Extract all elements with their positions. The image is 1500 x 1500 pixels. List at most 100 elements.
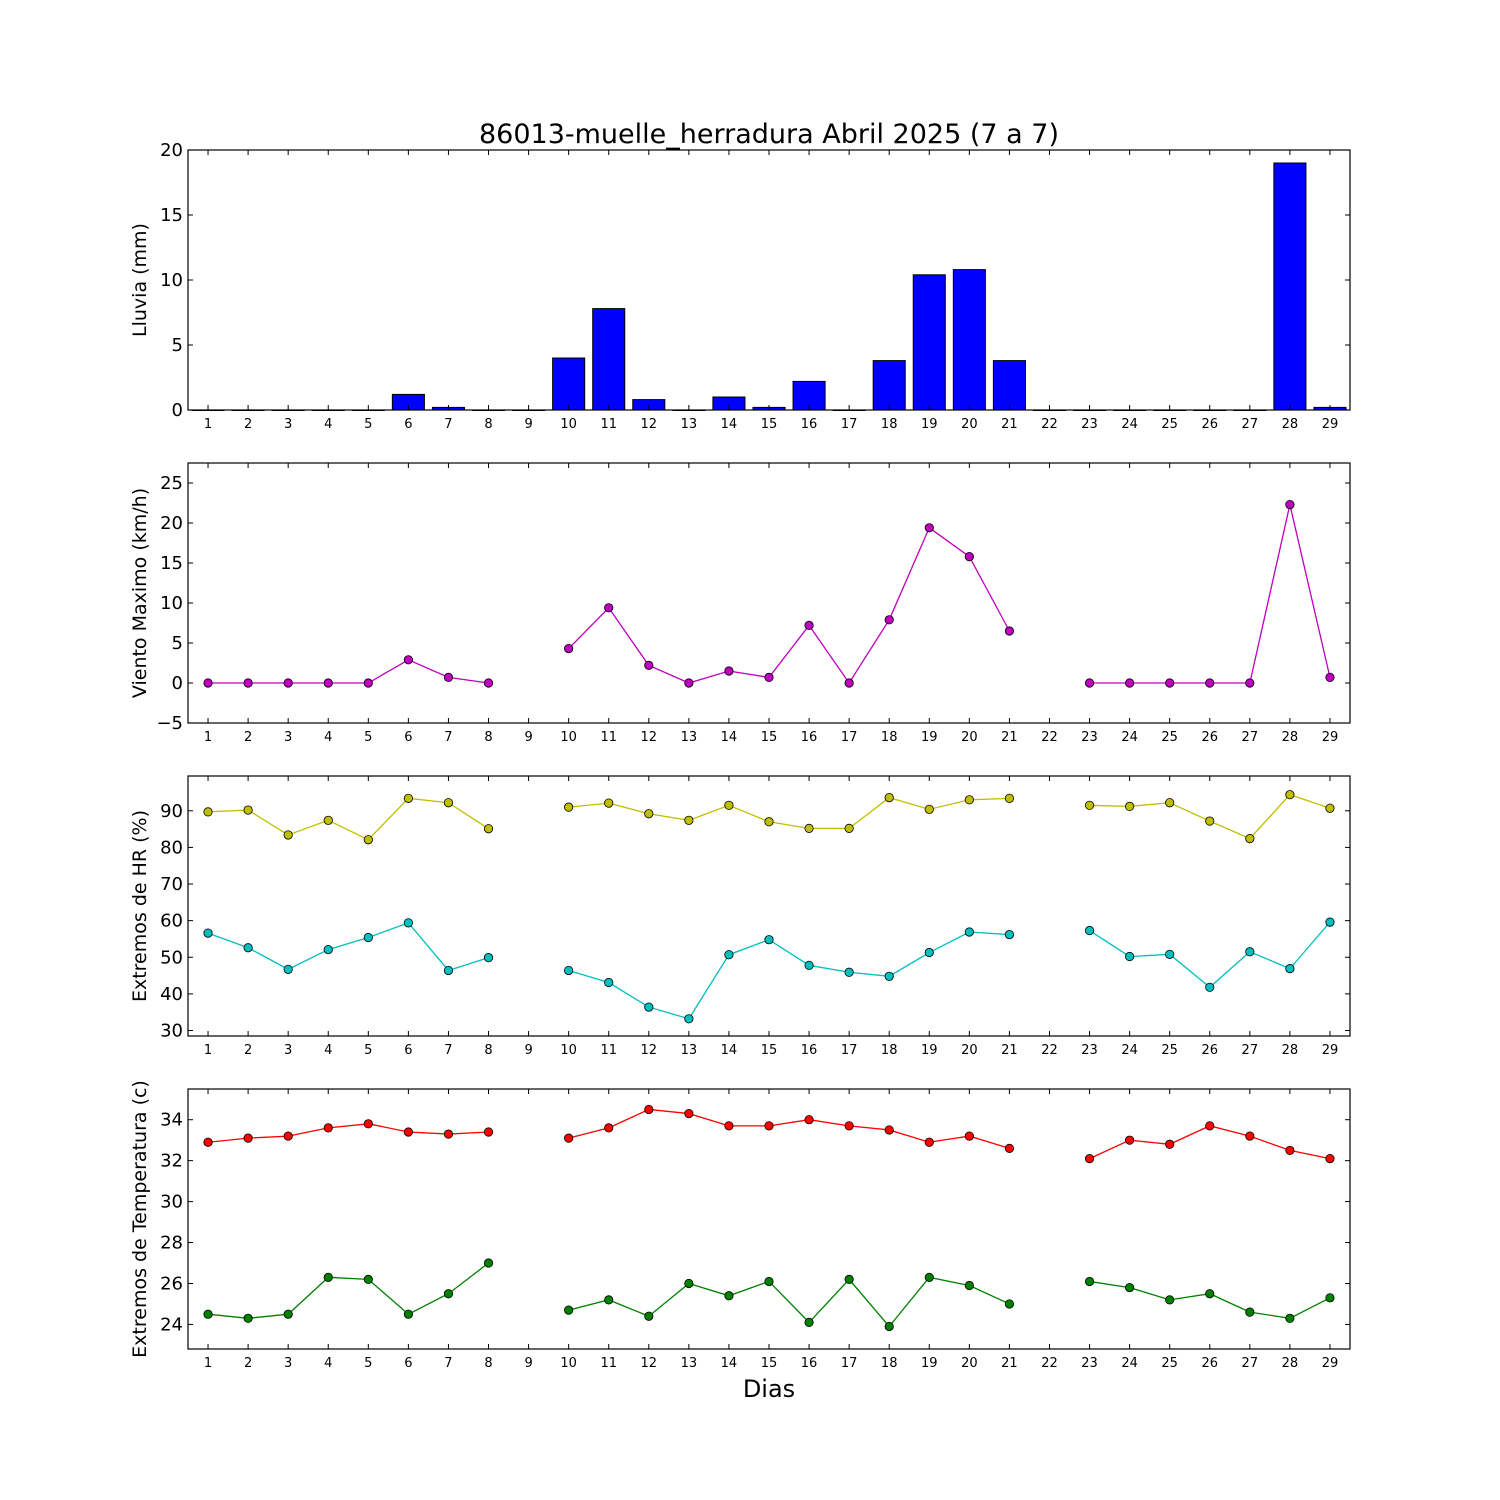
series-1-point-day-23: [1084, 1154, 1095, 1164]
series-1-point-day-21: [1004, 793, 1015, 803]
bar-day-21: [992, 360, 1026, 411]
x-tick-label: 19: [921, 1356, 938, 1371]
x-tick-label: 25: [1161, 1043, 1178, 1058]
series-2-point-day-10: [564, 1305, 574, 1315]
bar-day-10: [552, 357, 586, 411]
y-tick-label: 80: [160, 837, 183, 858]
y-tick-label: 5: [172, 633, 183, 654]
bar-day-19: [912, 274, 946, 411]
x-tick-label: 17: [841, 730, 858, 745]
x-tick-label: 27: [1242, 417, 1259, 432]
series-1-point-day-18: [884, 793, 894, 803]
series-2-point-day-10: [564, 965, 574, 976]
series-1-point-day-24: [1125, 678, 1135, 688]
x-tick-label: 27: [1242, 1356, 1259, 1371]
series-1-point-day-20: [964, 551, 974, 562]
x-tick-label: 13: [681, 417, 698, 432]
y-tick-label: 0: [172, 400, 183, 421]
x-tick-label: 3: [284, 730, 292, 745]
x-tick-label: 9: [524, 1356, 532, 1371]
y-axis-label: Extremos de Temperatura (c): [129, 1080, 151, 1358]
series-2-point-day-5: [363, 932, 373, 943]
x-tick-label: 4: [324, 417, 332, 432]
series-1-point-day-6: [403, 655, 413, 665]
series-2-point-day-4: [323, 944, 333, 955]
series-1-point-day-19: [924, 523, 934, 533]
series-1-point-day-20: [964, 795, 974, 805]
series-2-line-segment-2: [568, 1276, 1010, 1328]
x-tick-label: 15: [761, 1356, 778, 1371]
series-1-point-day-27: [1245, 1131, 1255, 1141]
series-2-point-day-15: [764, 935, 774, 945]
series-2-point-day-28: [1285, 1313, 1295, 1323]
series-1-point-day-21: [1004, 1143, 1015, 1153]
x-tick-label: 9: [524, 730, 532, 745]
y-tick-label: 90: [160, 801, 183, 822]
x-tick-label: 1: [204, 730, 212, 745]
series-1-point-day-14: [724, 666, 734, 676]
y-tick-label: 50: [160, 947, 183, 968]
series-1-point-day-3: [283, 1131, 293, 1141]
x-tick-label: 24: [1121, 1043, 1138, 1058]
series-1-point-day-25: [1165, 678, 1175, 688]
series-1-point-day-8: [483, 824, 494, 834]
series-2-point-day-6: [403, 918, 413, 928]
series-1-point-day-7: [443, 672, 454, 683]
series-2-point-day-11: [604, 977, 614, 988]
x-tick-label: 6: [404, 1356, 412, 1371]
series-1-point-day-5: [363, 1119, 373, 1129]
series-1-point-day-3: [283, 678, 293, 688]
series-1-point-day-25: [1165, 1139, 1175, 1149]
x-tick-label: 5: [364, 1043, 372, 1058]
x-tick-label: 25: [1161, 730, 1178, 745]
series-1-line-segment-1: [208, 659, 489, 684]
x-tick-label: 15: [761, 730, 778, 745]
x-tick-label: 24: [1121, 1356, 1138, 1371]
x-tick-label: 18: [881, 417, 898, 432]
series-1-point-day-23: [1084, 800, 1095, 810]
series-1-point-day-20: [964, 1131, 974, 1141]
x-tick-label: 4: [324, 1356, 332, 1371]
x-tick-label: 28: [1282, 1043, 1299, 1058]
x-tick-label: 9: [524, 1043, 532, 1058]
x-tick-label: 16: [801, 1356, 818, 1371]
series-1-point-day-16: [804, 1115, 814, 1125]
series-1-point-day-1: [203, 807, 213, 817]
x-tick-label: 7: [444, 730, 452, 745]
series-2-point-day-14: [724, 1291, 734, 1301]
series-1-point-day-12: [644, 809, 654, 819]
series-1-line-segment-1: [207, 1123, 489, 1143]
x-tick-label: 26: [1201, 417, 1218, 432]
series-2-point-day-19: [924, 1272, 934, 1282]
series-1-point-day-27: [1245, 834, 1255, 844]
series-2-point-day-17: [844, 967, 854, 977]
x-tick-label: 17: [841, 417, 858, 432]
x-tick-label: 29: [1322, 1043, 1339, 1058]
series-1-point-day-19: [924, 1137, 934, 1147]
series-2-point-day-18: [884, 1321, 894, 1332]
y-tick-label: 40: [160, 984, 183, 1005]
series-1-point-day-12: [644, 1104, 654, 1115]
series-1-line-segment-2: [568, 1108, 1010, 1149]
x-tick-label: 7: [444, 1356, 452, 1371]
series-2-point-day-13: [684, 1014, 694, 1024]
series-1-point-day-26: [1205, 1121, 1215, 1131]
series-2-point-day-20: [964, 927, 974, 937]
y-tick-label: −5: [156, 713, 183, 734]
x-tick-label: 10: [560, 1043, 577, 1058]
y-tick-label: 70: [160, 874, 183, 895]
series-1-point-day-10: [564, 643, 574, 654]
series-2-point-day-25: [1165, 949, 1175, 959]
series-1-point-day-10: [564, 1133, 574, 1143]
series-2-point-day-29: [1325, 1293, 1335, 1303]
series-2-point-day-19: [924, 947, 934, 958]
series-2-point-day-16: [804, 960, 814, 970]
x-tick-label: 28: [1282, 730, 1299, 745]
plot-frame: [187, 149, 1351, 411]
x-tick-label: 20: [961, 1356, 978, 1371]
x-tick-label: 22: [1041, 730, 1058, 745]
series-2-point-day-15: [764, 1276, 774, 1287]
series-1-point-day-12: [644, 660, 654, 671]
x-tick-label: 3: [284, 1043, 292, 1058]
